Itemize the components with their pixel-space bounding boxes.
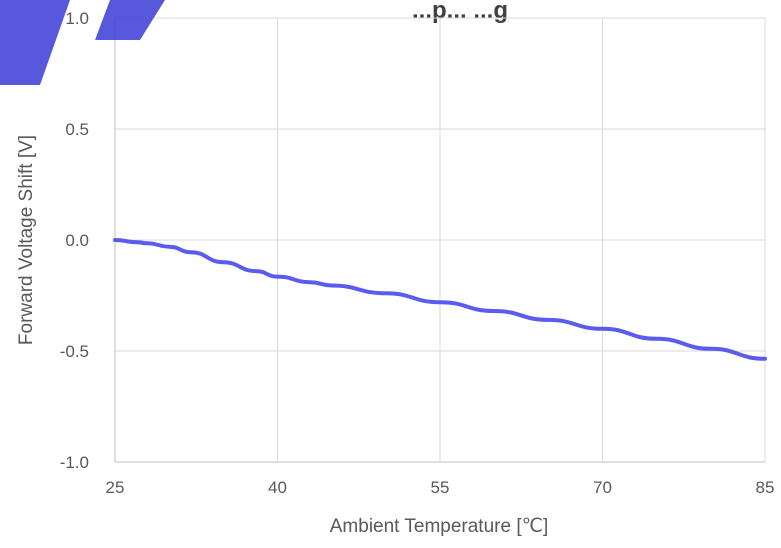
watermark-graphic xyxy=(0,0,165,85)
y-tick-label: -1.0 xyxy=(60,453,89,472)
y-tick-label: 0.0 xyxy=(65,231,89,250)
y-tick-label: 1.0 xyxy=(65,9,89,28)
x-tick-label: 40 xyxy=(268,478,287,497)
y-tick-labels: 1.0 0.5 0.0 -0.5 -1.0 xyxy=(60,9,89,472)
chart-title: ...p... ...g xyxy=(412,0,508,24)
x-tick-labels: 25 40 55 70 85 xyxy=(106,478,775,497)
series-line xyxy=(113,238,767,361)
gridlines xyxy=(114,17,766,463)
series-group xyxy=(113,238,767,361)
y-tick-label: -0.5 xyxy=(60,342,89,361)
x-tick-label: 25 xyxy=(106,478,125,497)
x-tick-label: 70 xyxy=(593,478,612,497)
x-tick-label: 55 xyxy=(431,478,450,497)
y-tick-label: 0.5 xyxy=(65,120,89,139)
y-axis-label: Forward Voltage Shift [V] xyxy=(16,135,37,345)
x-tick-label: 85 xyxy=(756,478,775,497)
x-axis-label: Ambient Temperature [℃] xyxy=(330,516,548,537)
